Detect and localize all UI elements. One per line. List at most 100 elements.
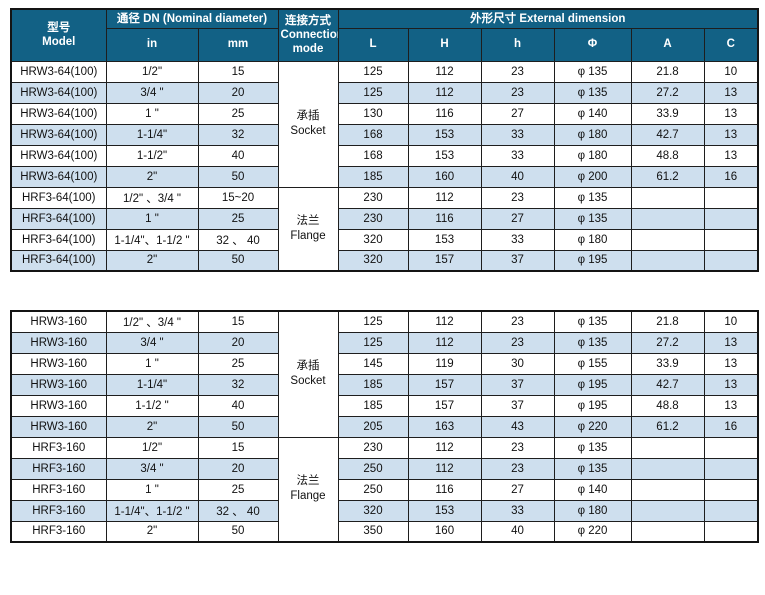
cell-in: 3/4 ": [105, 457, 199, 480]
cell-L: 125: [337, 81, 409, 104]
cell-A: [630, 186, 705, 209]
cell-in: 2": [105, 165, 199, 188]
cell-A: 48.8: [630, 394, 705, 417]
cell-phi: φ 135: [553, 186, 632, 209]
header-mm: mm: [197, 27, 279, 62]
cell-mm: 32 、 40: [197, 228, 279, 251]
cell-L: 125: [337, 331, 409, 354]
cell-H: 112: [407, 457, 482, 480]
cell-mm: 25: [197, 478, 279, 501]
cell-A: 42.7: [630, 123, 705, 146]
table-row: HRW3-64(100) 1/2" 15 承插 Socket 125 112 23 φ 135…: [10, 60, 759, 188]
table-row: HRW3-64(100) 1-1/2" 40 168 153 33 φ 180 48.8 13: [10, 144, 759, 167]
cell-H: 112: [407, 331, 482, 354]
cell-H: 112: [407, 60, 482, 83]
table-row: HRW3-160 1 " 25 145 119 30 φ 155 33.9 13: [10, 352, 759, 375]
cell-C: [703, 186, 759, 209]
cell-H: 112: [407, 436, 482, 459]
cell-C: 13: [703, 123, 759, 146]
header-dim-A: A: [630, 27, 705, 62]
cell-in: 1/2" 、3/4 ": [105, 186, 199, 209]
cell-mm: 25: [197, 352, 279, 375]
connection-mode-cell-flange: 法兰 Flange: [277, 436, 339, 543]
cell-C: 13: [703, 331, 759, 354]
cell-mm: 20: [197, 331, 279, 354]
cell-A: [630, 228, 705, 251]
cell-h: 40: [480, 520, 555, 543]
cell-in: 1-1/2 ": [105, 394, 199, 417]
cell-h: 23: [480, 457, 555, 480]
cell-H: 116: [407, 478, 482, 501]
table-body-160: HRW3-160 1/2" 、3/4 " 15 承插 Socket 125 112 23 φ …: [10, 310, 759, 543]
spec-sheet-page: 型号 Model 通径 DN (Nominal diameter) 连接方式 C…: [10, 8, 765, 543]
header-dn-group: 通径 DN (Nominal diameter): [105, 8, 279, 29]
cell-H: 153: [407, 123, 482, 146]
cell-C: [703, 478, 759, 501]
cell-L: 185: [337, 373, 409, 396]
cell-L: 185: [337, 394, 409, 417]
cell-A: 61.2: [630, 165, 705, 188]
cell-model: HRW3-160: [10, 331, 107, 354]
cell-phi: φ 135: [553, 207, 632, 230]
cell-C: 13: [703, 352, 759, 375]
cell-L: 125: [337, 310, 409, 333]
cell-h: 43: [480, 415, 555, 438]
cell-C: 13: [703, 373, 759, 396]
cell-L: 320: [337, 228, 409, 251]
cell-model: HRW3-160: [10, 352, 107, 375]
table-row: HRW3-64(100) 2" 50 185 160 40 φ 200 61.2 16: [10, 165, 759, 188]
cell-h: 27: [480, 478, 555, 501]
cell-H: 112: [407, 310, 482, 333]
cell-mm: 20: [197, 81, 279, 104]
cell-model: HRW3-64(100): [10, 102, 107, 125]
cell-in: 1-1/4"、1-1/2 ": [105, 228, 199, 251]
cell-in: 1 ": [105, 478, 199, 501]
cell-phi: φ 135: [553, 60, 632, 83]
cell-phi: φ 195: [553, 373, 632, 396]
cell-h: 23: [480, 436, 555, 459]
table-row: HRF3-64(100) 2" 50 320 157 37 φ 195: [10, 249, 759, 272]
cell-mm: 32 、 40: [197, 499, 279, 522]
tables-gap: [10, 272, 765, 310]
cell-model: HRF3-64(100): [10, 186, 107, 209]
cell-in: 1-1/4"、1-1/2 ": [105, 499, 199, 522]
cell-model: HRF3-64(100): [10, 249, 107, 272]
cell-phi: φ 180: [553, 123, 632, 146]
cell-in: 2": [105, 520, 199, 543]
cell-model: HRW3-160: [10, 415, 107, 438]
cell-h: 23: [480, 186, 555, 209]
cell-H: 153: [407, 228, 482, 251]
cell-L: 130: [337, 102, 409, 125]
cell-phi: φ 140: [553, 478, 632, 501]
cell-h: 33: [480, 499, 555, 522]
header-dim-H: H: [407, 27, 482, 62]
cell-A: [630, 207, 705, 230]
cell-L: 168: [337, 144, 409, 167]
cell-H: 112: [407, 186, 482, 209]
cell-in: 1-1/4": [105, 123, 199, 146]
cell-in: 1/2": [105, 60, 199, 83]
cell-model: HRF3-160: [10, 478, 107, 501]
cell-A: 21.8: [630, 60, 705, 83]
cell-A: [630, 478, 705, 501]
header-dimension-group: 外形尺寸 External dimension: [337, 8, 759, 29]
cell-A: [630, 520, 705, 543]
cell-model: HRF3-160: [10, 499, 107, 522]
header-dim-L: L: [337, 27, 409, 62]
table-body-64-100: HRW3-64(100) 1/2" 15 承插 Socket 125 112 23 φ 135…: [10, 60, 759, 272]
header-dim-phi: Φ: [553, 27, 632, 62]
cell-L: 230: [337, 186, 409, 209]
cell-phi: φ 155: [553, 352, 632, 375]
cell-mm: 40: [197, 144, 279, 167]
cell-mm: 15: [197, 310, 279, 333]
cell-model: HRF3-64(100): [10, 228, 107, 251]
cell-model: HRW3-64(100): [10, 123, 107, 146]
cell-A: 42.7: [630, 373, 705, 396]
cell-C: [703, 436, 759, 459]
cell-H: 116: [407, 207, 482, 230]
cell-H: 116: [407, 102, 482, 125]
cell-phi: φ 195: [553, 394, 632, 417]
table-row: HRW3-160 3/4 " 20 125 112 23 φ 135 27.2 13: [10, 331, 759, 354]
cell-L: 250: [337, 457, 409, 480]
cell-mm: 15: [197, 60, 279, 83]
